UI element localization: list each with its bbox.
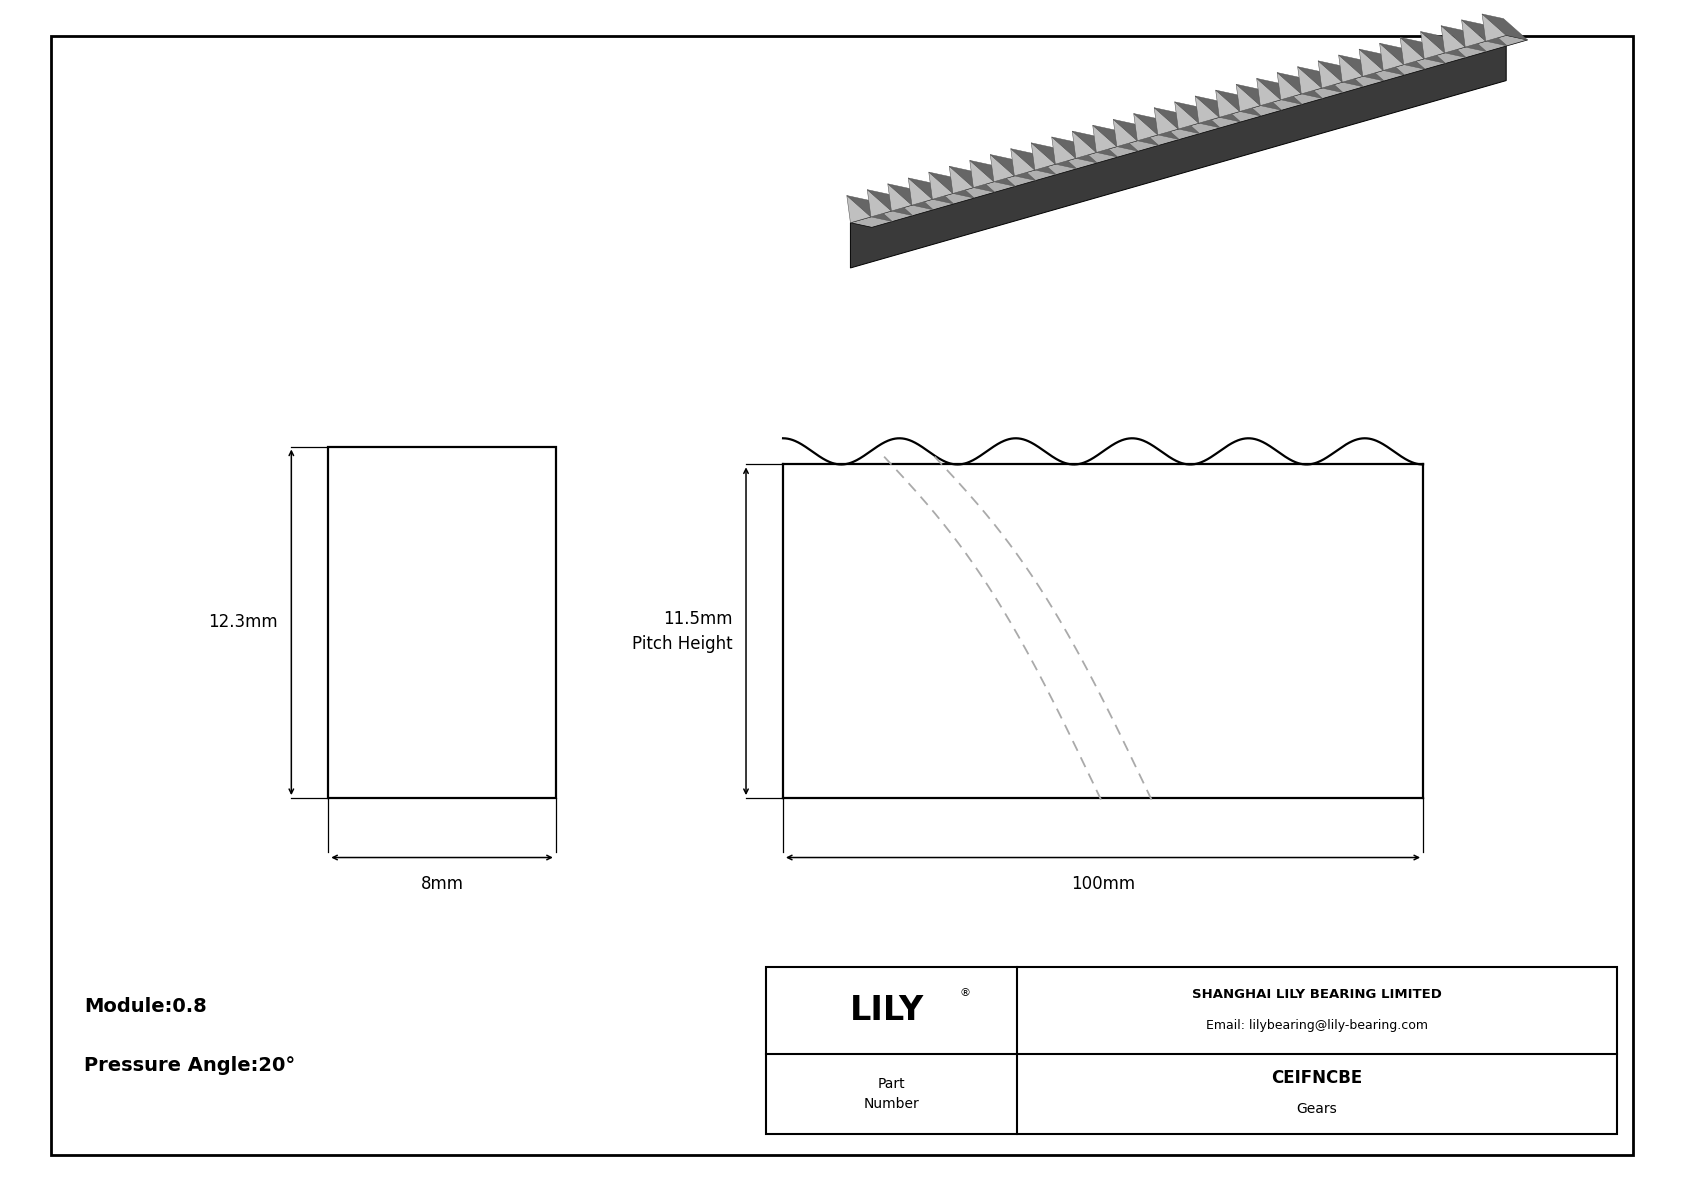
- Polygon shape: [1093, 125, 1116, 152]
- Polygon shape: [847, 195, 871, 223]
- Polygon shape: [1462, 20, 1507, 45]
- Polygon shape: [887, 183, 913, 211]
- Polygon shape: [1031, 143, 1076, 169]
- Polygon shape: [1052, 137, 1076, 164]
- Polygon shape: [1298, 67, 1344, 93]
- Text: Part
Number: Part Number: [864, 1077, 919, 1111]
- Polygon shape: [1236, 85, 1282, 111]
- Polygon shape: [990, 155, 1014, 182]
- Polygon shape: [1359, 49, 1383, 76]
- Polygon shape: [1442, 26, 1465, 52]
- Polygon shape: [1276, 73, 1322, 99]
- Polygon shape: [1010, 149, 1036, 176]
- Polygon shape: [1399, 37, 1425, 64]
- Text: SHANGHAI LILY BEARING LIMITED: SHANGHAI LILY BEARING LIMITED: [1192, 989, 1442, 1002]
- Polygon shape: [1196, 96, 1219, 123]
- Text: 100mm: 100mm: [1071, 875, 1135, 893]
- Polygon shape: [1298, 67, 1322, 94]
- Polygon shape: [1154, 107, 1179, 135]
- Polygon shape: [970, 161, 1015, 186]
- Polygon shape: [1031, 143, 1056, 170]
- Polygon shape: [1256, 79, 1302, 105]
- Polygon shape: [850, 36, 1527, 227]
- Polygon shape: [1442, 26, 1487, 51]
- Text: Module:0.8: Module:0.8: [84, 997, 207, 1016]
- Polygon shape: [1482, 14, 1505, 42]
- Polygon shape: [1399, 37, 1445, 63]
- Polygon shape: [1379, 43, 1404, 70]
- Polygon shape: [1216, 91, 1261, 116]
- Polygon shape: [950, 167, 995, 192]
- Polygon shape: [1052, 137, 1098, 163]
- Polygon shape: [867, 189, 891, 217]
- Polygon shape: [1421, 31, 1445, 58]
- Polygon shape: [1319, 61, 1364, 87]
- Polygon shape: [1339, 55, 1362, 82]
- Polygon shape: [1113, 119, 1159, 145]
- Text: ®: ®: [958, 987, 970, 998]
- Polygon shape: [1133, 113, 1159, 141]
- Polygon shape: [1113, 119, 1137, 146]
- Polygon shape: [867, 189, 913, 216]
- Text: CEIFNCBE: CEIFNCBE: [1271, 1070, 1362, 1087]
- Polygon shape: [1319, 61, 1342, 88]
- Bar: [328, 447, 556, 798]
- Polygon shape: [1256, 79, 1282, 106]
- Text: Gears: Gears: [1297, 1103, 1337, 1116]
- Polygon shape: [1154, 107, 1199, 133]
- Polygon shape: [1196, 96, 1241, 121]
- Polygon shape: [990, 155, 1036, 181]
- Polygon shape: [847, 195, 893, 222]
- Polygon shape: [1462, 20, 1485, 46]
- Polygon shape: [1216, 91, 1239, 117]
- Polygon shape: [1359, 49, 1404, 75]
- Polygon shape: [1073, 131, 1118, 157]
- Bar: [766, 967, 1617, 1134]
- Polygon shape: [1073, 131, 1096, 158]
- Polygon shape: [1236, 85, 1260, 112]
- Text: 11.5mm
Pitch Height: 11.5mm Pitch Height: [632, 610, 733, 653]
- Polygon shape: [1175, 101, 1199, 129]
- Text: 12.3mm: 12.3mm: [209, 613, 278, 631]
- Polygon shape: [1482, 14, 1527, 40]
- Polygon shape: [908, 177, 953, 204]
- Text: Pressure Angle:20°: Pressure Angle:20°: [84, 1056, 295, 1075]
- Polygon shape: [1093, 125, 1138, 151]
- Polygon shape: [1421, 31, 1467, 57]
- Polygon shape: [850, 36, 1505, 268]
- Polygon shape: [1379, 43, 1425, 69]
- Polygon shape: [1276, 73, 1302, 100]
- Polygon shape: [1339, 55, 1384, 81]
- Polygon shape: [970, 161, 994, 187]
- Text: LILY: LILY: [849, 994, 925, 1027]
- Text: 8mm: 8mm: [421, 875, 463, 893]
- Polygon shape: [1175, 101, 1221, 127]
- Polygon shape: [950, 167, 973, 193]
- Polygon shape: [887, 183, 933, 210]
- Polygon shape: [1133, 113, 1179, 139]
- Polygon shape: [908, 177, 933, 205]
- Polygon shape: [1010, 149, 1056, 175]
- Polygon shape: [930, 172, 953, 199]
- Text: Email: lilybearing@lily-bearing.com: Email: lilybearing@lily-bearing.com: [1206, 1019, 1428, 1033]
- Polygon shape: [930, 172, 975, 198]
